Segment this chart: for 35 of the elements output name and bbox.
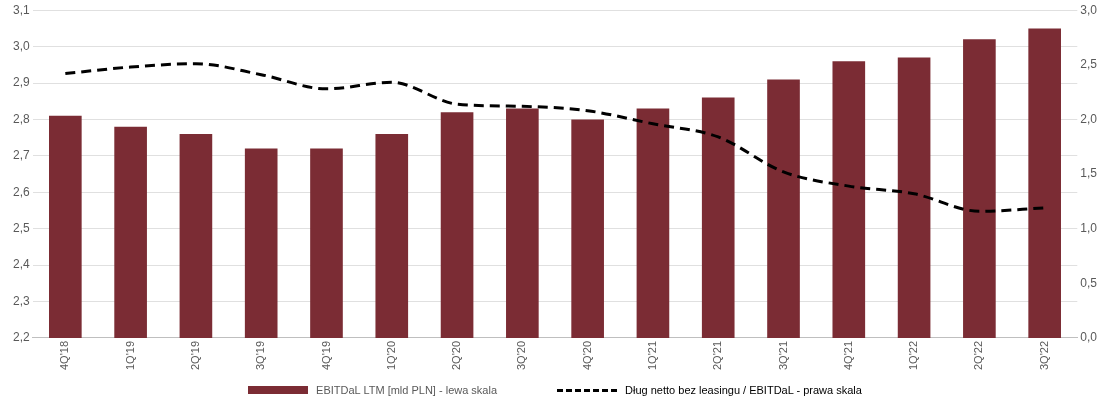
x-tick-label: 4Q'20 (580, 340, 593, 371)
x-tick-label: 4Q'21 (841, 340, 854, 371)
x-tick-label: 3Q'20 (515, 340, 528, 371)
y-tick-label: 2,4 (12, 257, 30, 272)
x-tick-label: 1Q'21 (645, 340, 658, 371)
x-tick-label: 2Q'19 (188, 340, 201, 371)
y-tick-label: 2,6 (12, 184, 30, 199)
x-tick-label: 2Q'22 (972, 340, 985, 371)
series-label: EBITDaL LTM [mld PLN] - lewa skala (316, 384, 498, 396)
y-tick-label: 2,7 (12, 148, 30, 163)
x-tick-label: 1Q'19 (123, 340, 136, 371)
y2-tick-label: 2,5 (1080, 57, 1098, 72)
y2-tick-label: 3,0 (1080, 2, 1098, 17)
y-tick-label: 2,3 (12, 293, 30, 308)
x-tick-label: 1Q'20 (384, 340, 397, 371)
y-tick-label: 2,9 (12, 75, 30, 90)
x-tick-label: 4Q'19 (319, 340, 332, 371)
x-tick-label: 3Q'21 (776, 340, 789, 371)
y-tick-label: 3,0 (12, 38, 30, 53)
y-tick-label: 3,1 (12, 2, 30, 17)
x-tick-label: 2Q'20 (450, 340, 463, 371)
x-tick-label: 3Q'22 (1037, 340, 1050, 371)
x-tick-label: 3Q'19 (254, 340, 267, 371)
y2-tick-label: 0,5 (1080, 275, 1098, 290)
y2-tick-label: 2,0 (1080, 111, 1098, 126)
y2-tick-label: 1,0 (1080, 221, 1098, 236)
y-tick-label: 2,2 (12, 330, 30, 345)
x-tick-label: 2Q'21 (711, 340, 724, 371)
y2-tick-label: 1,5 (1080, 166, 1098, 181)
text: Dług netto bez leasingu / EBITDaL - prawa skala (625, 384, 862, 396)
y-tick-label: 2,5 (12, 221, 30, 236)
x-tick-label: 4Q'18 (58, 340, 71, 371)
x-tick-label: 1Q'22 (907, 340, 920, 371)
y2-tick-label: 0,0 (1080, 330, 1098, 345)
y-tick-label: 2,8 (12, 111, 30, 126)
